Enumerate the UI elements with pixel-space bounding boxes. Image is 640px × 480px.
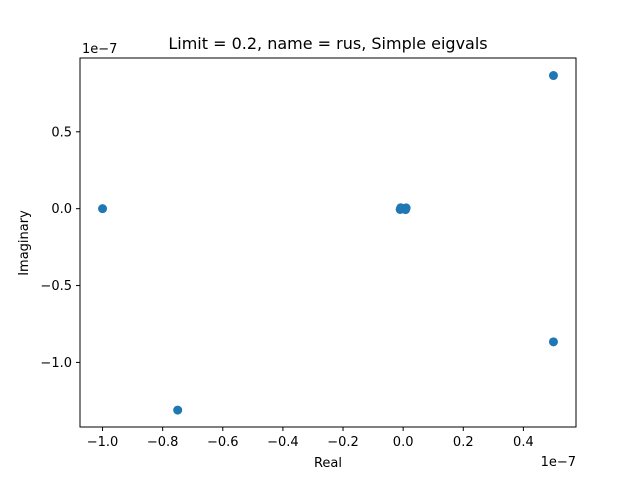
data-point (173, 405, 183, 415)
y-axis-ticks: −1.0 −0.5 0.0 0.5 (40, 125, 80, 371)
plot-frame (79, 57, 577, 428)
x-axis-label: Real (314, 456, 342, 471)
data-point (548, 71, 558, 81)
x-tick-label: −0.8 (147, 435, 179, 450)
y-offset-label: 1e−7 (82, 42, 117, 57)
data-points (98, 71, 558, 415)
x-tick-label: −1.0 (87, 435, 119, 450)
data-point (548, 337, 558, 347)
y-tick-label: 0.0 (51, 202, 72, 217)
data-point (396, 203, 406, 213)
y-axis-label: Imaginary (17, 210, 32, 276)
data-point (98, 204, 108, 214)
y-tick-label: −0.5 (40, 279, 72, 294)
x-tick-label: −0.4 (267, 435, 299, 450)
x-axis-ticks: −1.0 −0.8 −0.6 −0.4 −0.2 0.0 0.2 0.4 (87, 427, 534, 450)
y-tick-label: −1.0 (40, 356, 72, 371)
x-tick-label: −0.6 (207, 435, 239, 450)
x-tick-label: 0.2 (453, 435, 474, 450)
x-offset-label: 1e−7 (541, 455, 576, 470)
x-tick-label: 0.0 (393, 435, 414, 450)
y-tick-label: 0.5 (51, 125, 72, 140)
x-tick-label: −0.2 (327, 435, 359, 450)
x-tick-label: 0.4 (513, 435, 534, 450)
chart-title: Limit = 0.2, name = rus, Simple eigvals (168, 34, 487, 53)
